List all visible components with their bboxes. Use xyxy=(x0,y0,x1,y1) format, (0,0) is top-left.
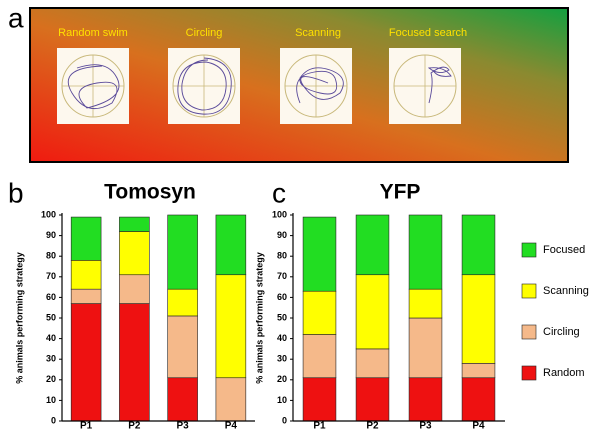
pool-image xyxy=(388,47,462,125)
x-tick-label: P4 xyxy=(225,421,238,432)
y-tick-label: 10 xyxy=(46,395,56,405)
bar-segment xyxy=(355,214,390,276)
strategy-title: Focused search xyxy=(389,27,467,39)
bar-segment xyxy=(302,377,337,422)
bar-segment xyxy=(119,231,150,276)
y-tick-label: 70 xyxy=(277,271,287,281)
bar-segment xyxy=(70,216,102,261)
bar-segment xyxy=(70,303,102,422)
pool-image xyxy=(279,47,353,125)
y-tick-label: 100 xyxy=(272,209,287,219)
bar-segment xyxy=(302,290,337,335)
bar-segment xyxy=(461,377,496,422)
pool-image xyxy=(56,47,130,125)
y-axis-label: % animals performing strategy xyxy=(254,252,264,384)
bar-segment xyxy=(70,260,102,290)
x-tick-label: P3 xyxy=(177,421,190,432)
x-tick-label: P1 xyxy=(80,421,93,432)
x-tick-label: P2 xyxy=(366,421,379,432)
y-tick-label: 60 xyxy=(46,292,56,302)
bar-segment xyxy=(167,214,198,290)
x-tick-label: P3 xyxy=(419,421,432,432)
strategy-title: Random swim xyxy=(58,27,128,39)
y-tick-label: 70 xyxy=(46,271,56,281)
y-tick-label: 60 xyxy=(277,292,287,302)
x-tick-label: P2 xyxy=(128,421,141,432)
chart-title: Tomosyn xyxy=(104,181,196,204)
strategy-title: Scanning xyxy=(295,27,341,39)
y-tick-label: 80 xyxy=(46,251,56,261)
legend-label: Scanning xyxy=(543,285,589,297)
y-tick-label: 30 xyxy=(46,354,56,364)
chart-title: YFP xyxy=(380,181,421,204)
bar-segment xyxy=(408,214,443,290)
legend-label: Circling xyxy=(543,326,580,338)
bar-segment xyxy=(355,377,390,422)
legend-swatch xyxy=(521,324,537,340)
bar-segment xyxy=(167,377,198,422)
panel-label: b xyxy=(8,177,24,208)
y-tick-label: 80 xyxy=(277,251,287,261)
pool-image xyxy=(167,47,241,125)
y-tick-label: 0 xyxy=(51,415,56,425)
bar-segment xyxy=(461,363,496,379)
legend-label: Random xyxy=(543,367,585,379)
bar-segment xyxy=(119,274,150,304)
bar-segment xyxy=(215,377,247,422)
bar-segment xyxy=(355,348,390,379)
bar-segment xyxy=(302,334,337,379)
bar-segment xyxy=(461,214,496,276)
y-tick-label: 50 xyxy=(277,312,287,322)
bar-segment xyxy=(355,274,390,350)
bar-segment xyxy=(119,303,150,422)
y-tick-label: 50 xyxy=(46,312,56,322)
y-axis-label: % animals performing strategy xyxy=(14,252,24,384)
y-tick-label: 100 xyxy=(41,209,56,219)
bar-segment xyxy=(461,274,496,364)
x-tick-label: P1 xyxy=(313,421,326,432)
bar-segment xyxy=(408,377,443,422)
bar-segment xyxy=(215,214,247,276)
y-tick-label: 0 xyxy=(282,415,287,425)
bar-segment xyxy=(302,216,337,292)
legend-swatch xyxy=(521,242,537,258)
legend-label: Focused xyxy=(543,244,585,256)
strategy-title: Circling xyxy=(186,27,223,39)
bar-segment xyxy=(408,288,443,319)
bar-segment xyxy=(119,216,150,232)
y-tick-label: 40 xyxy=(46,333,56,343)
y-tick-label: 20 xyxy=(46,374,56,384)
y-tick-label: 20 xyxy=(277,374,287,384)
legend-swatch xyxy=(521,365,537,381)
bar-segment xyxy=(167,288,198,317)
bar-segment xyxy=(70,288,102,304)
y-tick-label: 90 xyxy=(46,230,56,240)
panel-label: a xyxy=(8,2,24,33)
legend-swatch xyxy=(521,283,537,299)
x-tick-label: P4 xyxy=(472,421,485,432)
bar-segment xyxy=(167,315,198,379)
y-tick-label: 10 xyxy=(277,395,287,405)
y-tick-label: 90 xyxy=(277,230,287,240)
y-tick-label: 40 xyxy=(277,333,287,343)
y-tick-label: 30 xyxy=(277,354,287,364)
bar-segment xyxy=(408,317,443,379)
bar-segment xyxy=(215,274,247,379)
panel-label: c xyxy=(272,177,286,208)
